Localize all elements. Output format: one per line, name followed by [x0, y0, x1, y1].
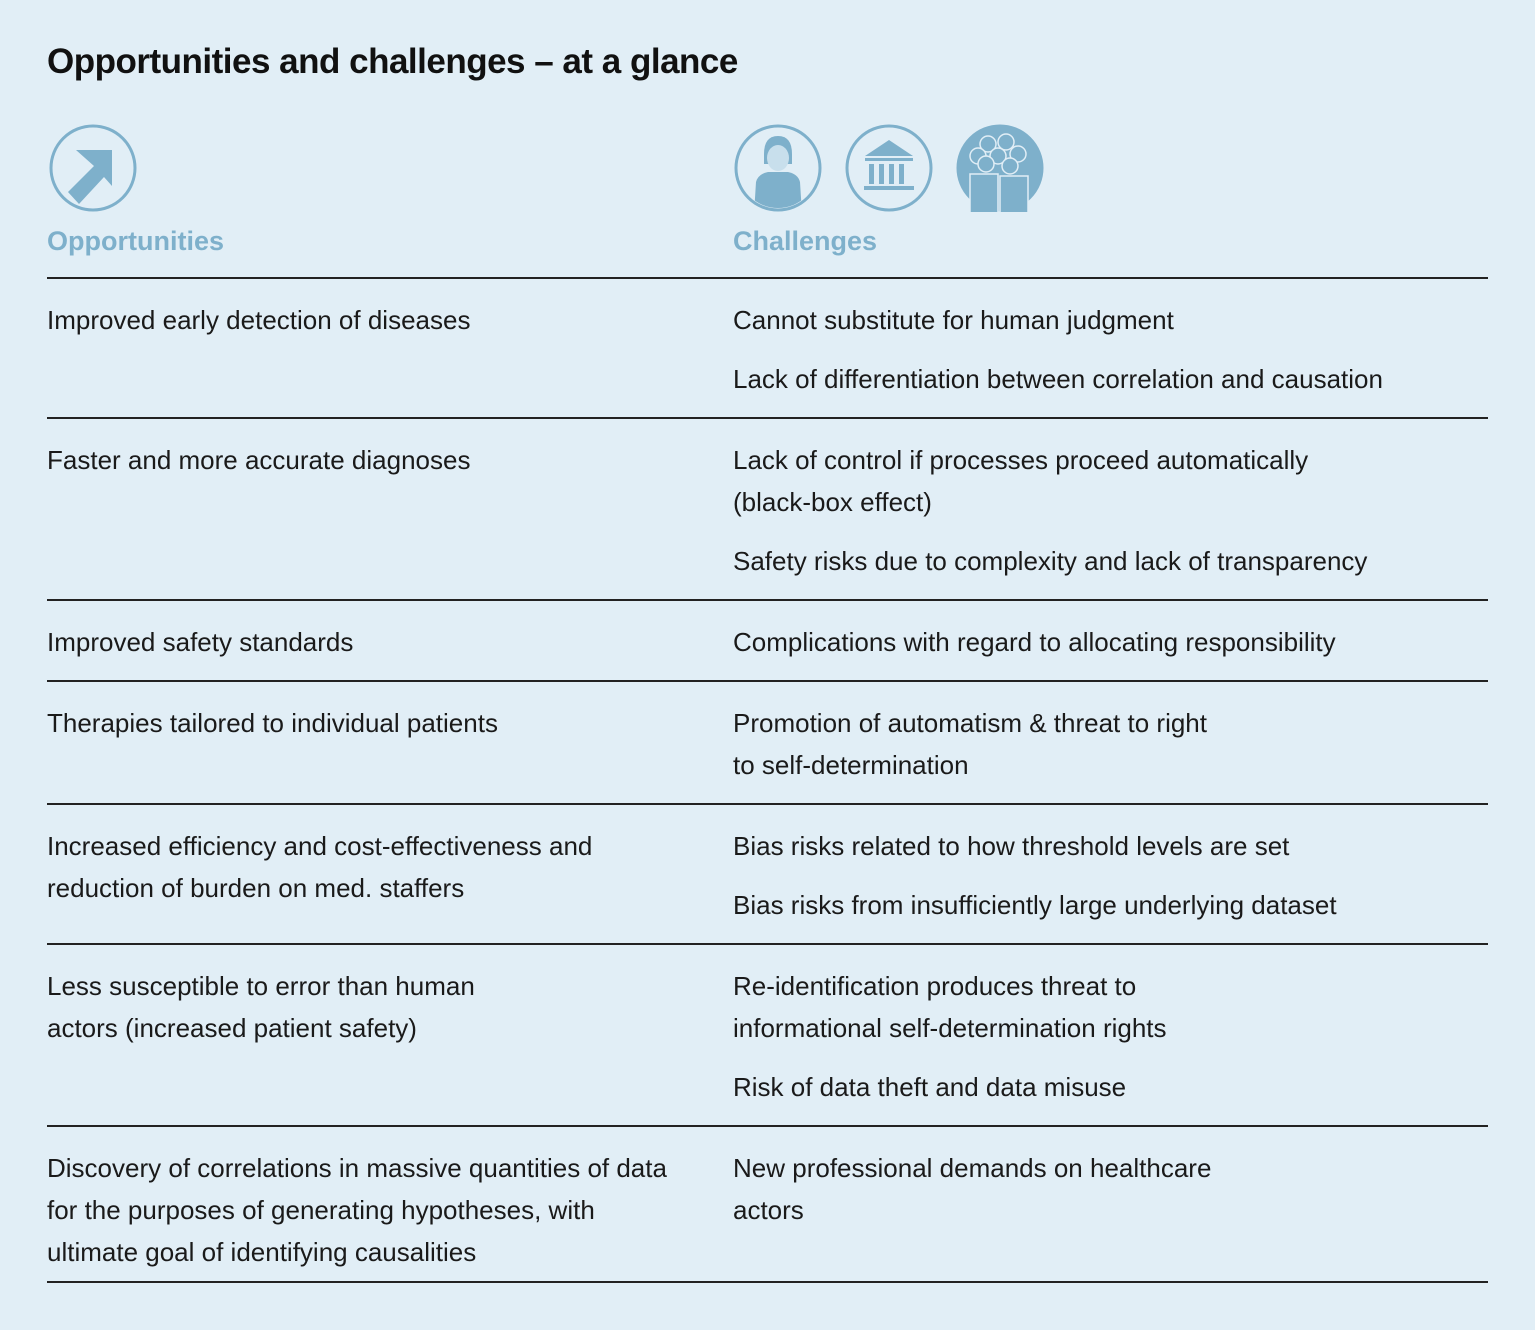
- table-row: Discovery of correlations in massive qua…: [47, 1125, 1488, 1283]
- challenge-item: Lack of differentiation between correlat…: [733, 364, 1383, 394]
- institution-icon: [845, 124, 933, 212]
- opportunities-heading: Opportunities: [47, 226, 224, 256]
- table-row: Increased efficiency and cost-effectiven…: [47, 803, 1488, 944]
- challenges-cell: Promotion of automatism & threat to righ…: [733, 680, 1488, 804]
- opportunity-cell: Therapies tailored to individual patient…: [47, 680, 733, 804]
- opportunity-cell: Faster and more accurate diagnoses: [47, 417, 733, 600]
- arrow-up-right-icon: [49, 124, 137, 212]
- person-icon: [734, 124, 822, 212]
- group-icon: [956, 124, 1044, 212]
- opportunity-text: Discovery of correlations in massive qua…: [47, 1153, 667, 1267]
- opportunity-cell: Less susceptible to error than human act…: [47, 943, 733, 1126]
- table-row: Improved safety standards Complications …: [47, 599, 1488, 681]
- challenge-item: Bias risks from insufficiently large und…: [733, 890, 1337, 920]
- challenges-cell: New professional demands on healthcare a…: [733, 1125, 1488, 1283]
- opportunity-cell: Discovery of correlations in massive qua…: [47, 1125, 733, 1283]
- challenges-cell: Cannot substitute for human judgment Lac…: [733, 277, 1488, 418]
- comparison-table: Improved early detection of diseases Can…: [47, 277, 1488, 1283]
- table-row: Faster and more accurate diagnoses Lack …: [47, 417, 1488, 600]
- challenge-item: Promotion of automatism & threat to righ…: [733, 708, 1207, 780]
- table-row: Less susceptible to error than human act…: [47, 943, 1488, 1126]
- opportunity-cell: Increased efficiency and cost-effectiven…: [47, 803, 733, 944]
- challenge-item: New professional demands on healthcare a…: [733, 1153, 1212, 1225]
- challenge-item: Re-identification produces threat to inf…: [733, 971, 1167, 1043]
- page-title: Opportunities and challenges – at a glan…: [47, 42, 738, 81]
- challenge-item: Bias risks related to how threshold leve…: [733, 831, 1290, 861]
- opportunity-cell: Improved early detection of diseases: [47, 277, 733, 418]
- opportunity-text: Increased efficiency and cost-effectiven…: [47, 831, 593, 903]
- challenge-item: Safety risks due to complexity and lack …: [733, 546, 1368, 576]
- opportunity-cell: Improved safety standards: [47, 599, 733, 681]
- opportunity-text: Less susceptible to error than human act…: [47, 971, 475, 1043]
- challenge-item: Complications with regard to allocating …: [733, 627, 1336, 657]
- challenges-cell: Bias risks related to how threshold leve…: [733, 803, 1488, 944]
- challenge-item: Cannot substitute for human judgment: [733, 305, 1174, 335]
- table-row: Improved early detection of diseases Can…: [47, 277, 1488, 418]
- challenges-heading: Challenges: [733, 226, 878, 256]
- challenge-item: Lack of control if processes proceed aut…: [733, 445, 1309, 517]
- challenges-cell: Lack of control if processes proceed aut…: [733, 417, 1488, 600]
- challenges-cell: Complications with regard to allocating …: [733, 599, 1488, 681]
- challenge-item: Risk of data theft and data misuse: [733, 1072, 1127, 1102]
- challenges-cell: Re-identification produces threat to inf…: [733, 943, 1488, 1126]
- table-row: Therapies tailored to individual patient…: [47, 680, 1488, 804]
